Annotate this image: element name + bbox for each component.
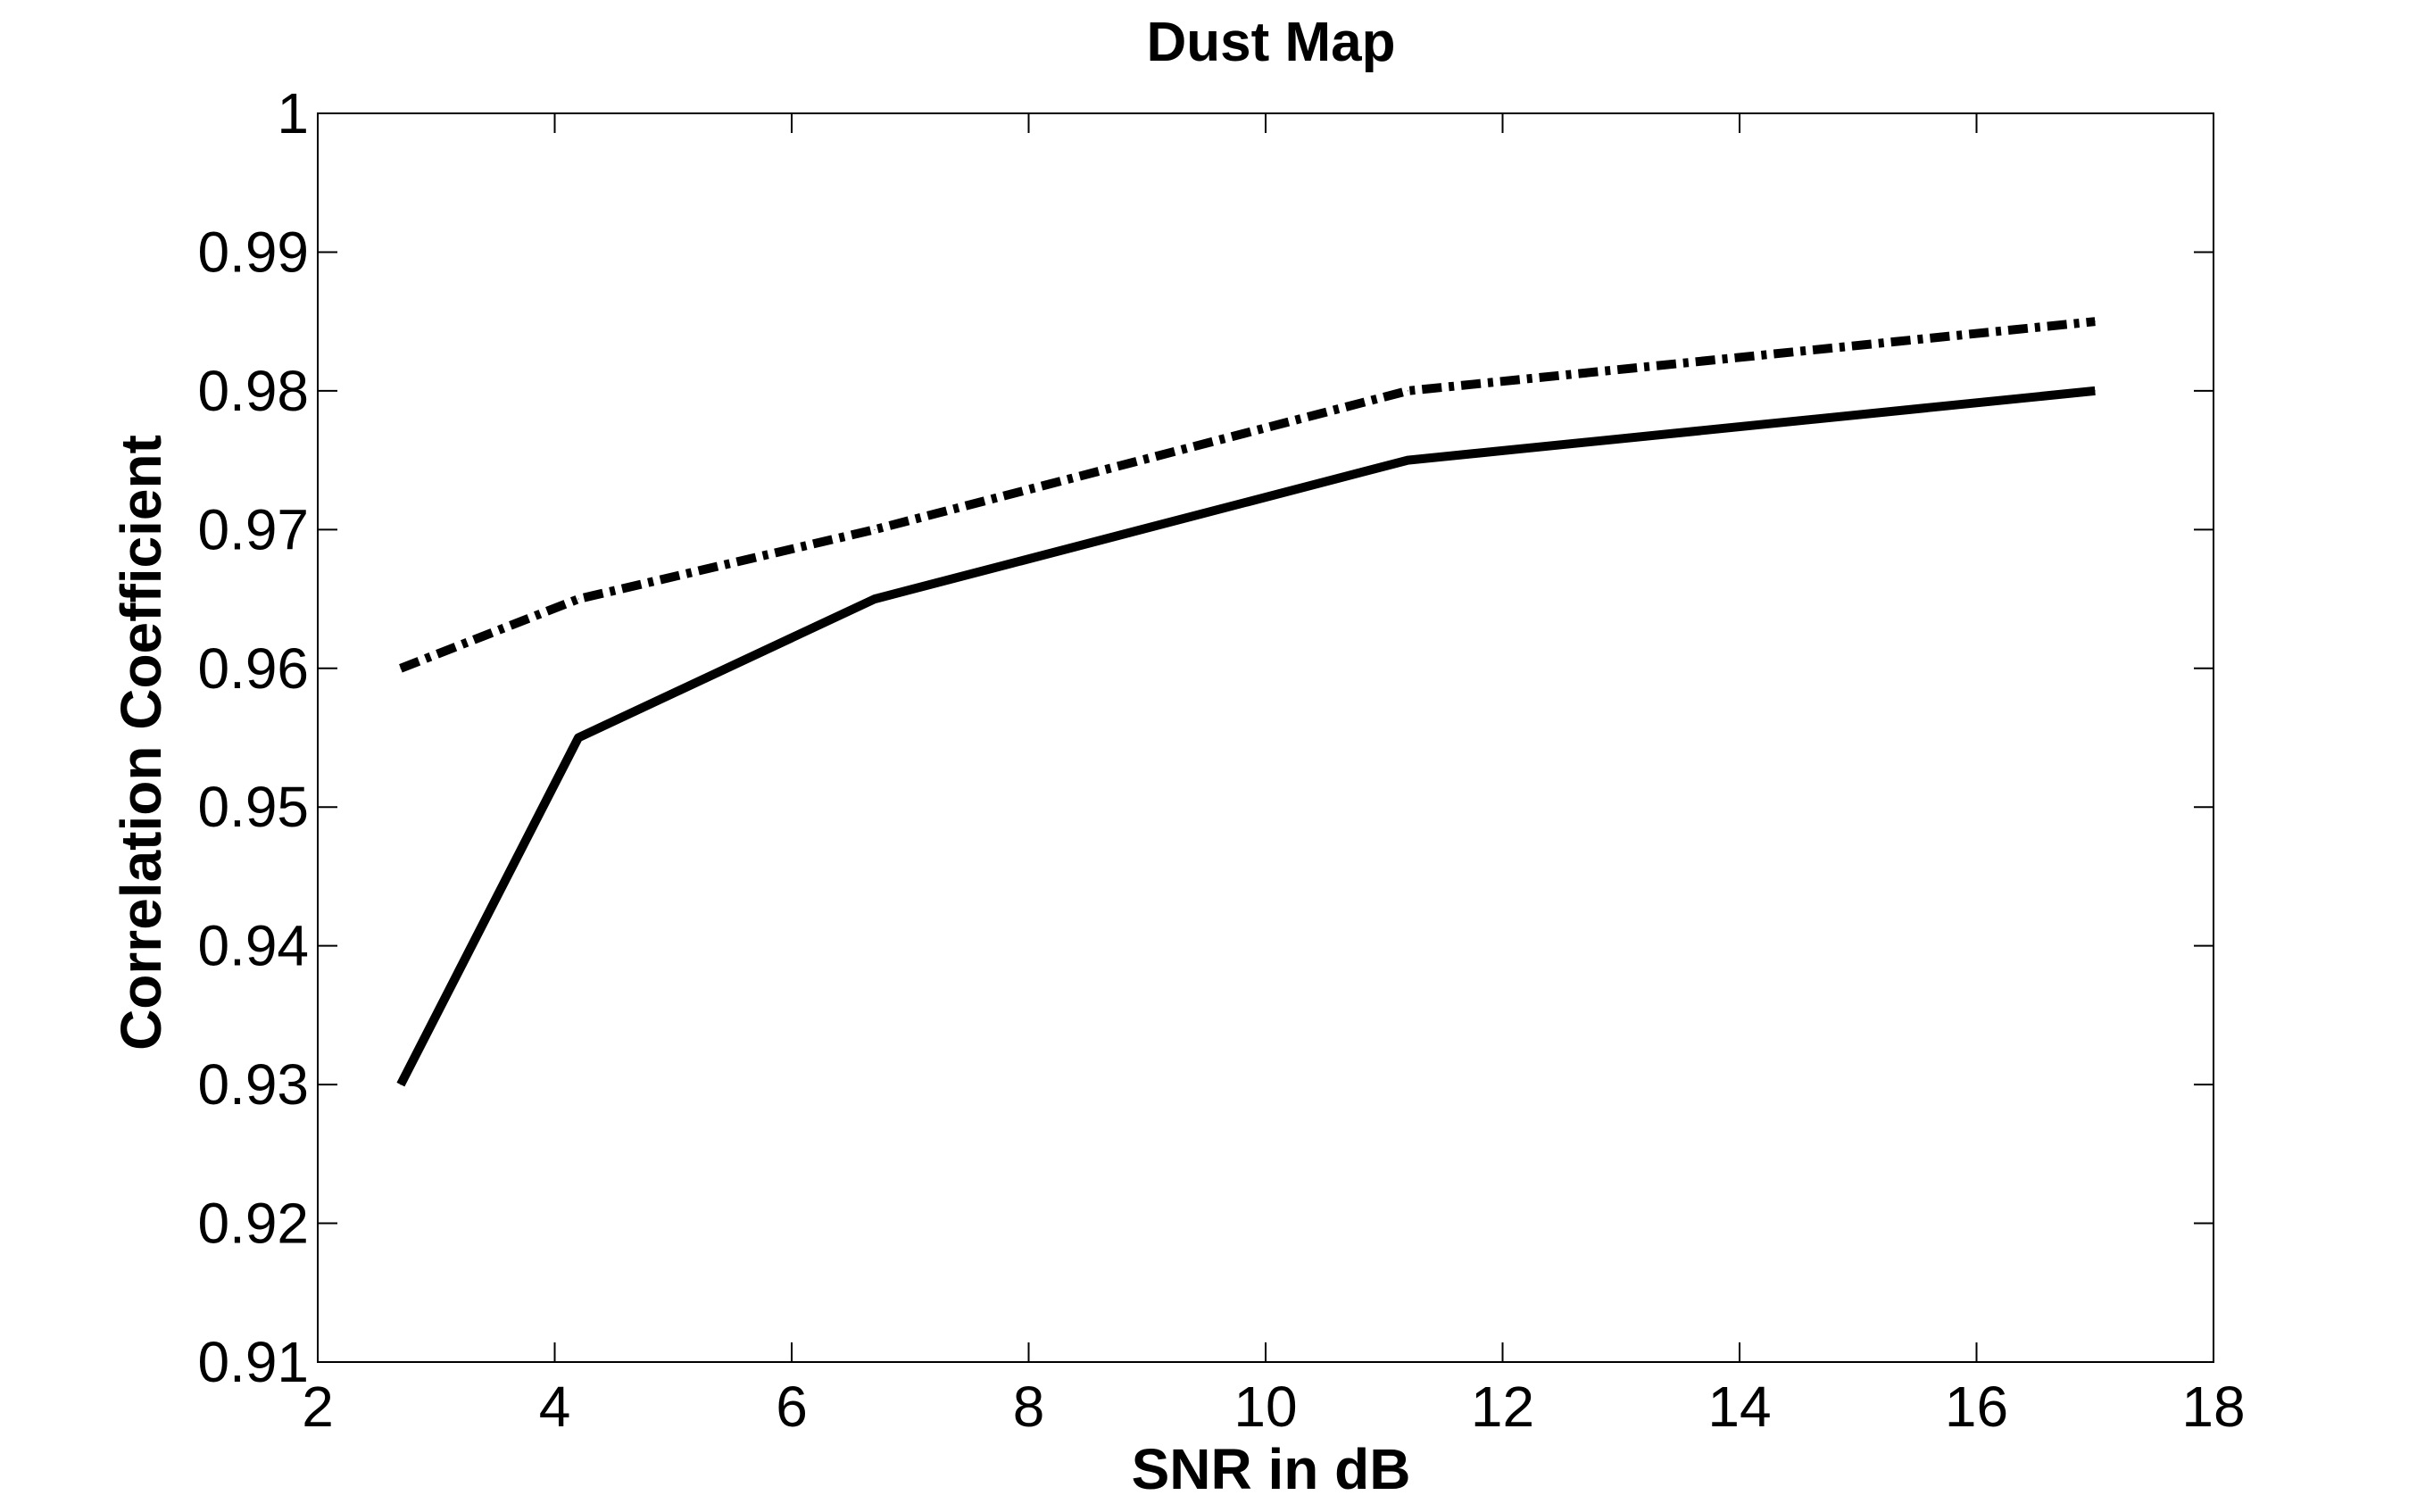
- series-1-point: [577, 737, 579, 738]
- series-1-line: [396, 386, 2096, 1087]
- series-2-point: [874, 528, 876, 530]
- y-tick-label: 0.92: [197, 1192, 309, 1256]
- x-tick-label: 8: [1013, 1375, 1045, 1439]
- plot-area: 2 4 6 8 10 12 14 16 18 0.91 0.92 0.93 0.94 0.95 0.96 0.…: [197, 81, 2245, 1439]
- series-2-point: [577, 598, 579, 600]
- series-2-point: [2094, 320, 2096, 322]
- x-tick-label: 6: [776, 1375, 808, 1439]
- y-axis-label: Correlation Coefficient: [109, 435, 173, 1051]
- y-tick-label: 0.95: [197, 775, 309, 839]
- y-tick-label: 0.91: [197, 1330, 309, 1394]
- x-tick-label: 16: [1945, 1375, 2008, 1439]
- y-tick-label: 0.94: [197, 914, 309, 978]
- x-tick-label: 12: [1471, 1375, 1534, 1439]
- series-2-point: [400, 668, 402, 669]
- x-tick-label: 4: [539, 1375, 571, 1439]
- y-tick-label: 0.96: [197, 636, 309, 701]
- y-tick-label: 0.93: [197, 1052, 309, 1117]
- series-1-point: [400, 1084, 402, 1085]
- plot-frame: [317, 112, 2214, 1363]
- series-1-point: [874, 598, 876, 600]
- y-tick-label: 0.98: [197, 359, 309, 423]
- series-1-point: [2094, 390, 2096, 392]
- x-tick-label: 10: [1233, 1375, 1297, 1439]
- series-2-line: [399, 317, 2096, 673]
- y-tick-label: 0.97: [197, 497, 309, 561]
- x-axis-label: SNR in dB: [1132, 1437, 1411, 1501]
- chart-title: Dust Map: [1147, 12, 1396, 73]
- x-tick-label: 2: [302, 1375, 334, 1439]
- y-tick-label: 0.99: [197, 220, 309, 284]
- x-tick-label: 14: [1707, 1375, 1771, 1439]
- x-tick-label: 18: [2181, 1375, 2245, 1439]
- y-tick-label: 1: [277, 81, 309, 145]
